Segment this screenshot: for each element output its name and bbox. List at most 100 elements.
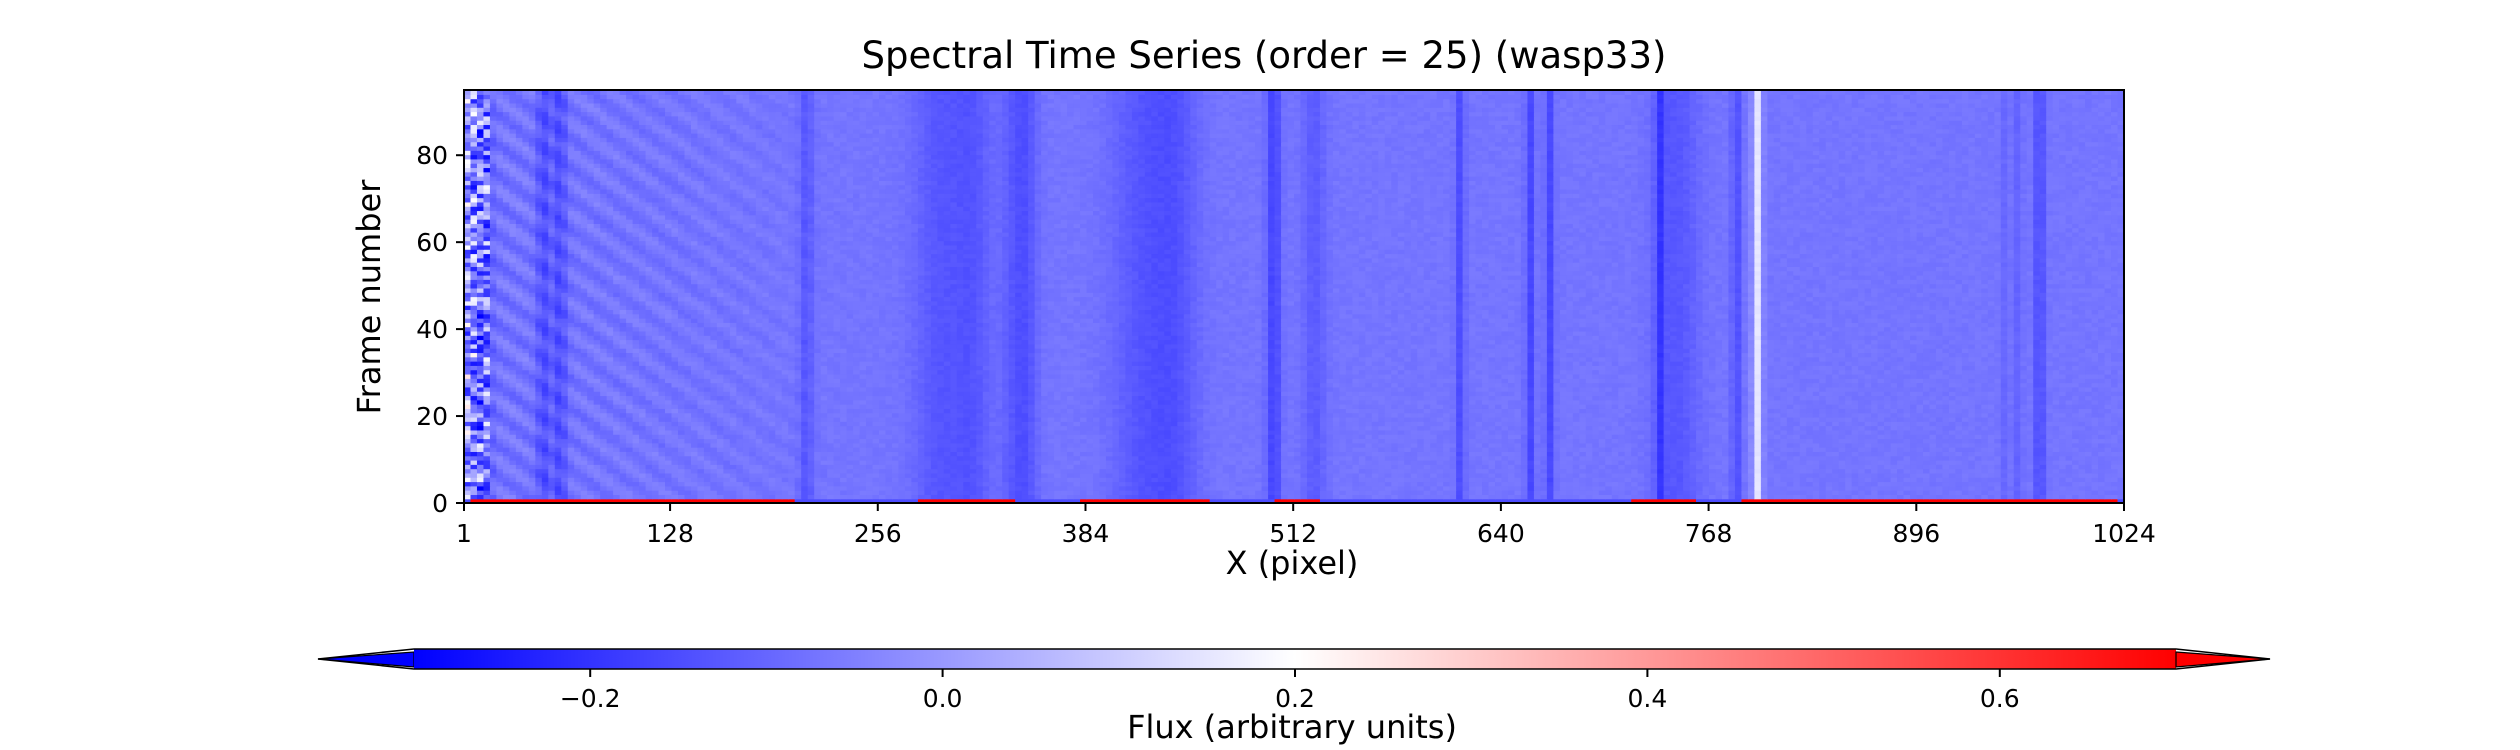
heatmap-cell [756, 469, 763, 474]
heatmap-cell [555, 438, 562, 443]
heatmap-cell [743, 438, 750, 443]
heatmap-cell [1067, 430, 1074, 435]
heatmap-cell [633, 481, 640, 486]
heatmap-cell [691, 434, 698, 439]
heatmap-cell [976, 430, 983, 435]
heatmap-cell [503, 426, 510, 431]
heatmap-cell [1968, 456, 1975, 461]
heatmap-cell [496, 417, 503, 422]
heatmap-cell [1482, 421, 1489, 426]
heatmap-cell [1651, 477, 1658, 482]
heatmap-cell [2098, 438, 2105, 443]
heatmap-cell [1592, 494, 1599, 499]
heatmap-cell [529, 486, 536, 491]
heatmap-cell [633, 460, 640, 465]
heatmap-cell [1242, 447, 1249, 452]
heatmap-cell [2033, 460, 2040, 465]
heatmap-cell [697, 486, 704, 491]
heatmap-cell [1936, 481, 1943, 486]
heatmap-cell [1560, 490, 1567, 495]
heatmap-cell [976, 469, 983, 474]
heatmap-cell [814, 430, 821, 435]
heatmap-cell [1514, 451, 1521, 456]
heatmap-cell [1560, 494, 1567, 499]
heatmap-cell [1054, 430, 1061, 435]
heatmap-cell [1800, 460, 1807, 465]
heatmap-cell [1268, 434, 1275, 439]
heatmap-cell [1715, 486, 1722, 491]
heatmap-cell [1469, 481, 1476, 486]
heatmap-cell [983, 426, 990, 431]
heatmap-cell [1074, 447, 1081, 452]
heatmap-cell [749, 438, 756, 443]
heatmap-cell [1923, 494, 1930, 499]
heatmap-cell [996, 421, 1003, 426]
heatmap-cell [1929, 486, 1936, 491]
heatmap-cell [860, 434, 867, 439]
heatmap-cell [1249, 481, 1256, 486]
heatmap-cell [866, 456, 873, 461]
heatmap-cell [1929, 490, 1936, 495]
heatmap-cell [1800, 481, 1807, 486]
heatmap-cell [1268, 469, 1275, 474]
heatmap-cell [730, 443, 737, 448]
heatmap-cell [574, 481, 581, 486]
heatmap-cell [2066, 490, 2073, 495]
heatmap-cell [477, 494, 484, 499]
heatmap-cell [1774, 481, 1781, 486]
heatmap-cell [1489, 451, 1496, 456]
heatmap-cell [976, 464, 983, 469]
heatmap-cell [1041, 464, 1048, 469]
heatmap-cell [587, 490, 594, 495]
heatmap-cell [1871, 477, 1878, 482]
heatmap-cell [795, 421, 802, 426]
heatmap-cell [464, 464, 471, 469]
heatmap-cell [957, 490, 964, 495]
heatmap-cell [1942, 434, 1949, 439]
heatmap-cell [1404, 451, 1411, 456]
heatmap-cell [1852, 447, 1859, 452]
heatmap-cell [957, 447, 964, 452]
heatmap-cell [2007, 486, 2014, 491]
heatmap-cell [1268, 464, 1275, 469]
heatmap-cell [1612, 477, 1619, 482]
heatmap-cell [496, 494, 503, 499]
heatmap-cell [775, 417, 782, 422]
heatmap-cell [1502, 460, 1509, 465]
heatmap-cell [652, 438, 659, 443]
heatmap-cell [1028, 464, 1035, 469]
heatmap-cell [2105, 494, 2112, 499]
heatmap-cell [1249, 430, 1256, 435]
heatmap-cell [561, 438, 568, 443]
heatmap-cell [1236, 481, 1243, 486]
heatmap-cell [529, 473, 536, 478]
heatmap-cell [1897, 426, 1904, 431]
heatmap-cell [503, 438, 510, 443]
heatmap-cell [1424, 464, 1431, 469]
heatmap-cell [1489, 426, 1496, 431]
heatmap-cell [1683, 443, 1690, 448]
heatmap-cell [1741, 473, 1748, 478]
heatmap-cell [1560, 430, 1567, 435]
heatmap-cell [1391, 460, 1398, 465]
heatmap-cell [704, 438, 711, 443]
heatmap-cell [464, 469, 471, 474]
heatmap-cell [1339, 438, 1346, 443]
heatmap-cell [1508, 451, 1515, 456]
heatmap-cell [1644, 464, 1651, 469]
heatmap-cell [1210, 481, 1217, 486]
heatmap-cell [756, 417, 763, 422]
heatmap-cell [1171, 430, 1178, 435]
heatmap-cell [691, 494, 698, 499]
heatmap-cell [1579, 430, 1586, 435]
heatmap-cell [1599, 477, 1606, 482]
heatmap-cell [1035, 451, 1042, 456]
heatmap-cell [697, 464, 704, 469]
heatmap-cell [1793, 451, 1800, 456]
heatmap-cell [1281, 434, 1288, 439]
heatmap-cell [1099, 473, 1106, 478]
heatmap-cell [879, 434, 886, 439]
heatmap-cell [1048, 464, 1055, 469]
heatmap-cell [840, 456, 847, 461]
heatmap-cell [918, 421, 925, 426]
